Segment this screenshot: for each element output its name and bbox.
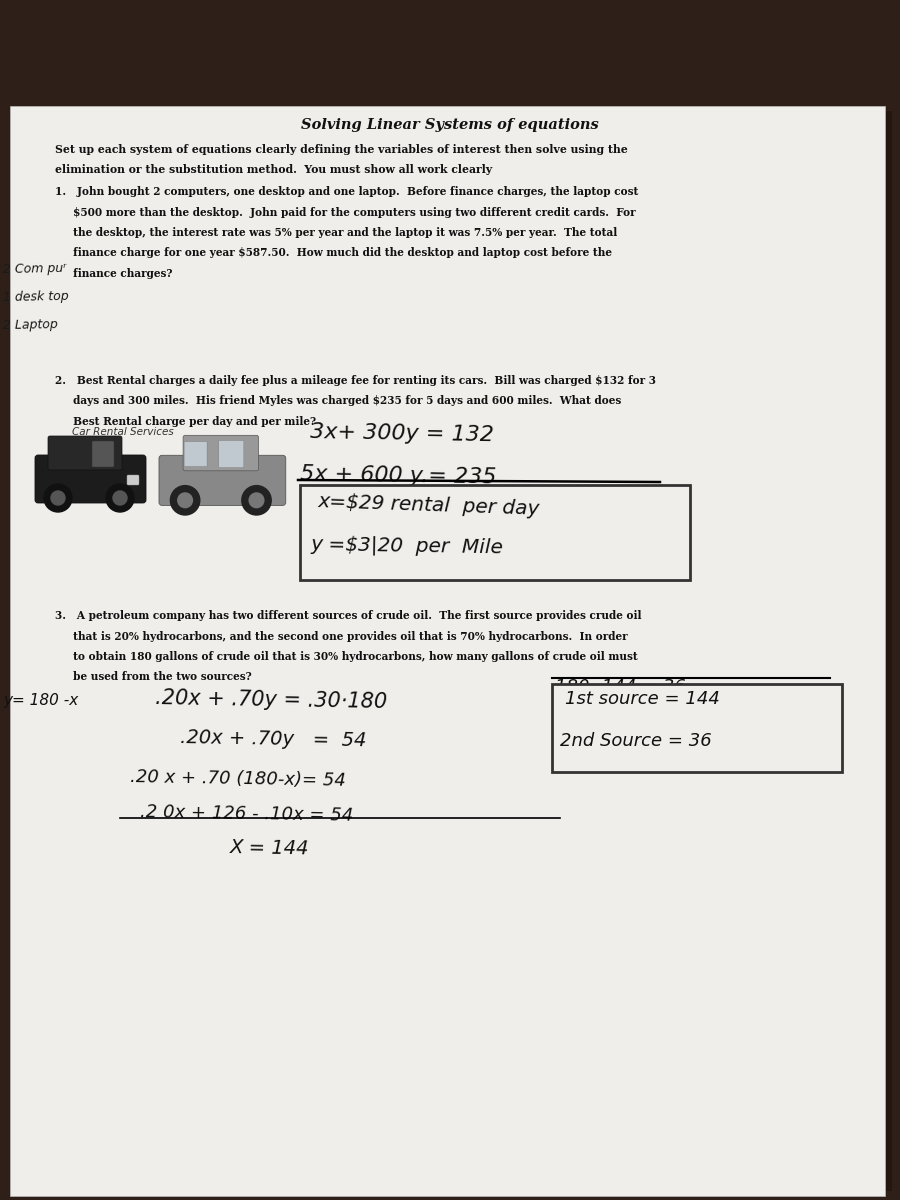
Text: y =$3|20  per  Mile: y =$3|20 per Mile <box>310 535 503 558</box>
Text: 1.   John bought 2 computers, one desktop and one laptop.  Before finance charge: 1. John bought 2 computers, one desktop … <box>55 186 638 197</box>
FancyBboxPatch shape <box>10 106 885 1196</box>
Text: be used from the two sources?: be used from the two sources? <box>55 672 252 683</box>
Text: y= 180 -x: y= 180 -x <box>3 692 78 708</box>
FancyBboxPatch shape <box>552 684 842 772</box>
Text: 2.   Best Rental charges a daily fee plus a mileage fee for renting its cars.  B: 2. Best Rental charges a daily fee plus … <box>55 374 656 386</box>
Text: the desktop, the interest rate was 5% per year and the laptop it was 7.5% per ye: the desktop, the interest rate was 5% pe… <box>55 227 617 238</box>
Circle shape <box>242 486 271 515</box>
Circle shape <box>44 484 72 512</box>
Text: .20x + .70y   =  54: .20x + .70y = 54 <box>180 728 366 750</box>
Text: 2nd Source = 36: 2nd Source = 36 <box>560 732 712 750</box>
FancyBboxPatch shape <box>300 485 690 580</box>
Text: finance charge for one year $587.50.  How much did the desktop and laptop cost b: finance charge for one year $587.50. How… <box>55 247 612 258</box>
Circle shape <box>178 493 193 508</box>
FancyBboxPatch shape <box>127 475 139 485</box>
Text: X = 144: X = 144 <box>230 838 310 858</box>
Text: 3.   A petroleum company has two different sources of crude oil.  The first sour: 3. A petroleum company has two different… <box>55 610 642 622</box>
Text: Car Rental Services: Car Rental Services <box>72 427 174 437</box>
Circle shape <box>170 486 200 515</box>
Text: that is 20% hydrocarbons, and the second one provides oil that is 70% hydrocarbo: that is 20% hydrocarbons, and the second… <box>55 630 627 642</box>
FancyBboxPatch shape <box>35 455 146 503</box>
Text: 180 -144 = 36: 180 -144 = 36 <box>555 678 686 696</box>
FancyBboxPatch shape <box>219 440 244 468</box>
Text: days and 300 miles.  His friend Myles was charged $235 for 5 days and 600 miles.: days and 300 miles. His friend Myles was… <box>55 396 621 407</box>
FancyBboxPatch shape <box>184 442 207 467</box>
Text: 5x + 600 y.= 235: 5x + 600 y.= 235 <box>300 464 497 487</box>
FancyBboxPatch shape <box>885 110 892 1190</box>
FancyBboxPatch shape <box>159 455 286 505</box>
Text: .20x + .70y = .30·180: .20x + .70y = .30·180 <box>155 688 387 712</box>
FancyBboxPatch shape <box>92 440 114 467</box>
FancyBboxPatch shape <box>48 436 122 470</box>
Text: finance charges?: finance charges? <box>55 268 173 278</box>
Text: 3x+ 300y = 132: 3x+ 300y = 132 <box>310 422 494 445</box>
Text: Set up each system of equations clearly defining the variables of interest then : Set up each system of equations clearly … <box>55 144 628 155</box>
Text: to obtain 180 gallons of crude oil that is 30% hydrocarbons, how many gallons of: to obtain 180 gallons of crude oil that … <box>55 650 638 662</box>
FancyBboxPatch shape <box>183 436 258 470</box>
Circle shape <box>249 493 264 508</box>
Text: .20 x + .70 (180-x)= 54: .20 x + .70 (180-x)= 54 <box>130 768 346 790</box>
Text: elimination or the substitution method.  You must show all work clearly: elimination or the substitution method. … <box>55 164 492 175</box>
Text: 1st source = 144: 1st source = 144 <box>565 690 720 708</box>
Text: $500 more than the desktop.  John paid for the computers using two different cre: $500 more than the desktop. John paid fo… <box>55 206 635 217</box>
Circle shape <box>106 484 134 512</box>
Text: .2 0x + 126 - .10x = 54: .2 0x + 126 - .10x = 54 <box>140 803 354 824</box>
Circle shape <box>51 491 65 505</box>
Text: Solving Linear Systems of equations: Solving Linear Systems of equations <box>302 118 598 132</box>
Text: 2 Com puʳ: 2 Com puʳ <box>3 262 67 276</box>
Text: 1 desk top: 1 desk top <box>3 290 69 304</box>
Text: Best Rental charge per day and per mile?: Best Rental charge per day and per mile? <box>55 416 316 427</box>
Circle shape <box>113 491 127 505</box>
Text: x=$29 rental  per day: x=$29 rental per day <box>318 492 541 518</box>
Text: 2 Laptop: 2 Laptop <box>3 318 58 332</box>
